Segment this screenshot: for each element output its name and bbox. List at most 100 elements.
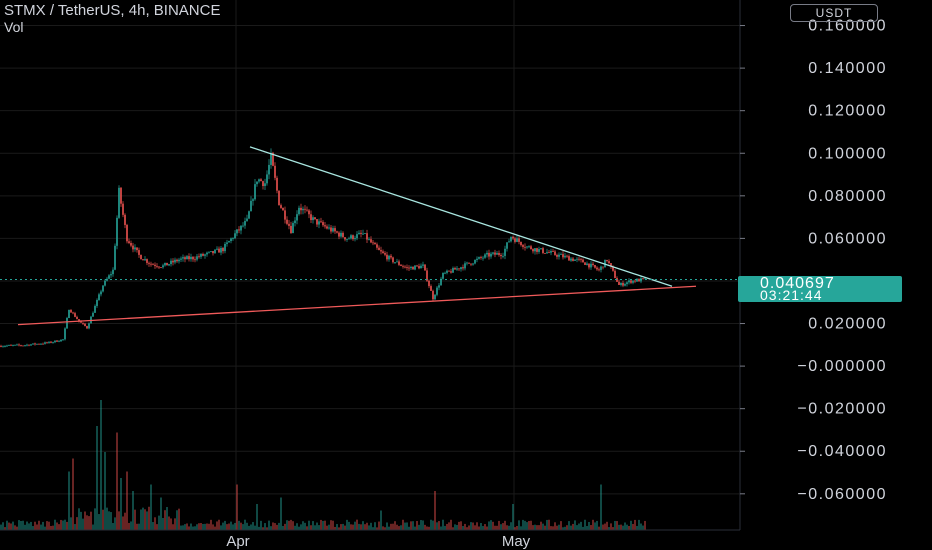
volume-bar-131 — [262, 527, 264, 530]
candle-body-282 — [564, 255, 566, 258]
candle-body-26 — [52, 342, 54, 343]
candle-body-138 — [276, 177, 278, 191]
candle-body-269 — [538, 249, 540, 252]
candle-body-139 — [278, 190, 280, 206]
candle-body-142 — [284, 210, 286, 220]
candle-body-97 — [194, 259, 196, 261]
volume-bar-29 — [58, 524, 60, 530]
candle-body-163 — [326, 226, 328, 229]
candle-body-102 — [204, 254, 206, 256]
candle-body-140 — [280, 205, 282, 208]
candle-body-108 — [216, 248, 218, 250]
volume-bar-234 — [468, 525, 470, 530]
volume-bar-39 — [78, 508, 80, 530]
candle-body-204 — [408, 267, 410, 269]
volume-bar-241 — [482, 526, 484, 530]
volume-bar-188 — [376, 527, 378, 530]
candle-body-168 — [336, 231, 338, 233]
volume-bar-289 — [578, 523, 580, 530]
volume-bar-110 — [220, 525, 222, 530]
trendlines[interactable] — [17, 146, 697, 326]
volume-bar-141 — [282, 525, 284, 530]
volume-bar-196 — [392, 523, 394, 530]
candle-body-8 — [16, 344, 18, 346]
candle-body-70 — [140, 254, 142, 260]
volume-bar-202 — [404, 522, 406, 530]
symbol-legend: STMX / TetherUS, 4h, BINANCE Vol — [4, 2, 221, 36]
volume-bar-252 — [504, 520, 506, 530]
volume-bar-150 — [300, 524, 302, 530]
time-axis[interactable]: Apr May — [226, 533, 530, 550]
volume-bar-143 — [286, 520, 288, 530]
currency-button[interactable]: USDT — [790, 4, 878, 22]
candle-body-39 — [78, 319, 80, 322]
volume-bar-66 — [132, 491, 134, 530]
volume-bar-58 — [116, 432, 118, 530]
candle-body-258 — [516, 238, 518, 242]
volume-bar-235 — [470, 522, 472, 530]
volume-bar-236 — [472, 522, 474, 530]
volume-bar-54 — [108, 511, 110, 530]
symbol-title[interactable]: STMX / TetherUS, 4h, BINANCE — [4, 2, 221, 19]
volume-bar-98 — [196, 524, 198, 530]
price-axis[interactable]: 0.1600000.1400000.1200000.1000000.080000… — [740, 18, 887, 503]
volume-bar-194 — [388, 526, 390, 530]
candle-body-185 — [370, 239, 372, 243]
candle-body-62 — [124, 214, 126, 225]
candle-body-46 — [92, 312, 94, 317]
candle-body-281 — [562, 254, 564, 258]
candle-body-260 — [520, 241, 522, 246]
volume-bar-162 — [324, 520, 326, 530]
volume-bar-86 — [172, 524, 174, 530]
candle-body-11 — [22, 345, 24, 347]
volume-label[interactable]: Vol — [4, 19, 24, 35]
candle-body-218 — [436, 287, 438, 295]
candle-body-37 — [74, 313, 76, 317]
candle-body-74 — [148, 262, 150, 264]
volume-bar-267 — [534, 524, 536, 530]
candle-body-91 — [182, 257, 184, 259]
candle-body-279 — [558, 254, 560, 257]
candle-body-321 — [642, 278, 644, 279]
volume-bar-154 — [308, 520, 310, 530]
resistance-trendline[interactable] — [249, 146, 673, 287]
candle-body-116 — [232, 238, 234, 239]
volume-bar-20 — [40, 524, 42, 530]
candle-body-147 — [294, 220, 296, 224]
candle-body-25 — [50, 341, 52, 343]
volume-bar-106 — [212, 524, 214, 530]
candle-body-141 — [282, 207, 284, 211]
candle-body-101 — [202, 253, 204, 256]
volume-bar-306 — [612, 527, 614, 530]
candle-body-107 — [214, 249, 216, 254]
support-trendline[interactable] — [17, 285, 697, 326]
candle-body-84 — [168, 264, 170, 266]
volume-bar-274 — [548, 519, 550, 530]
volume-bar-242 — [484, 524, 486, 530]
candle-body-76 — [152, 264, 154, 266]
volume-bar-117 — [234, 522, 236, 530]
candle-body-130 — [260, 179, 262, 182]
candle-body-153 — [306, 209, 308, 211]
candle-body-315 — [630, 280, 632, 283]
volume-bar-3 — [6, 520, 8, 530]
candle-body-105 — [210, 251, 212, 252]
volume-bar-87 — [174, 518, 176, 530]
candle-body-61 — [122, 203, 124, 215]
volume-bar-314 — [628, 526, 630, 530]
volume-bar-157 — [314, 525, 316, 530]
volume-bar-82 — [164, 510, 166, 530]
candle-body-148 — [296, 214, 298, 221]
candle-body-1 — [2, 346, 4, 348]
candle-body-117 — [234, 233, 236, 239]
candle-body-17 — [34, 343, 36, 345]
volume-bar-14 — [28, 523, 30, 530]
candle-body-274 — [548, 252, 550, 253]
candle-body-93 — [186, 256, 188, 260]
volume-bar-25 — [50, 525, 52, 530]
volume-bar-152 — [304, 522, 306, 530]
volume-bar-315 — [630, 520, 632, 530]
candle-body-215 — [430, 286, 432, 291]
volume-bar-120 — [240, 522, 242, 530]
